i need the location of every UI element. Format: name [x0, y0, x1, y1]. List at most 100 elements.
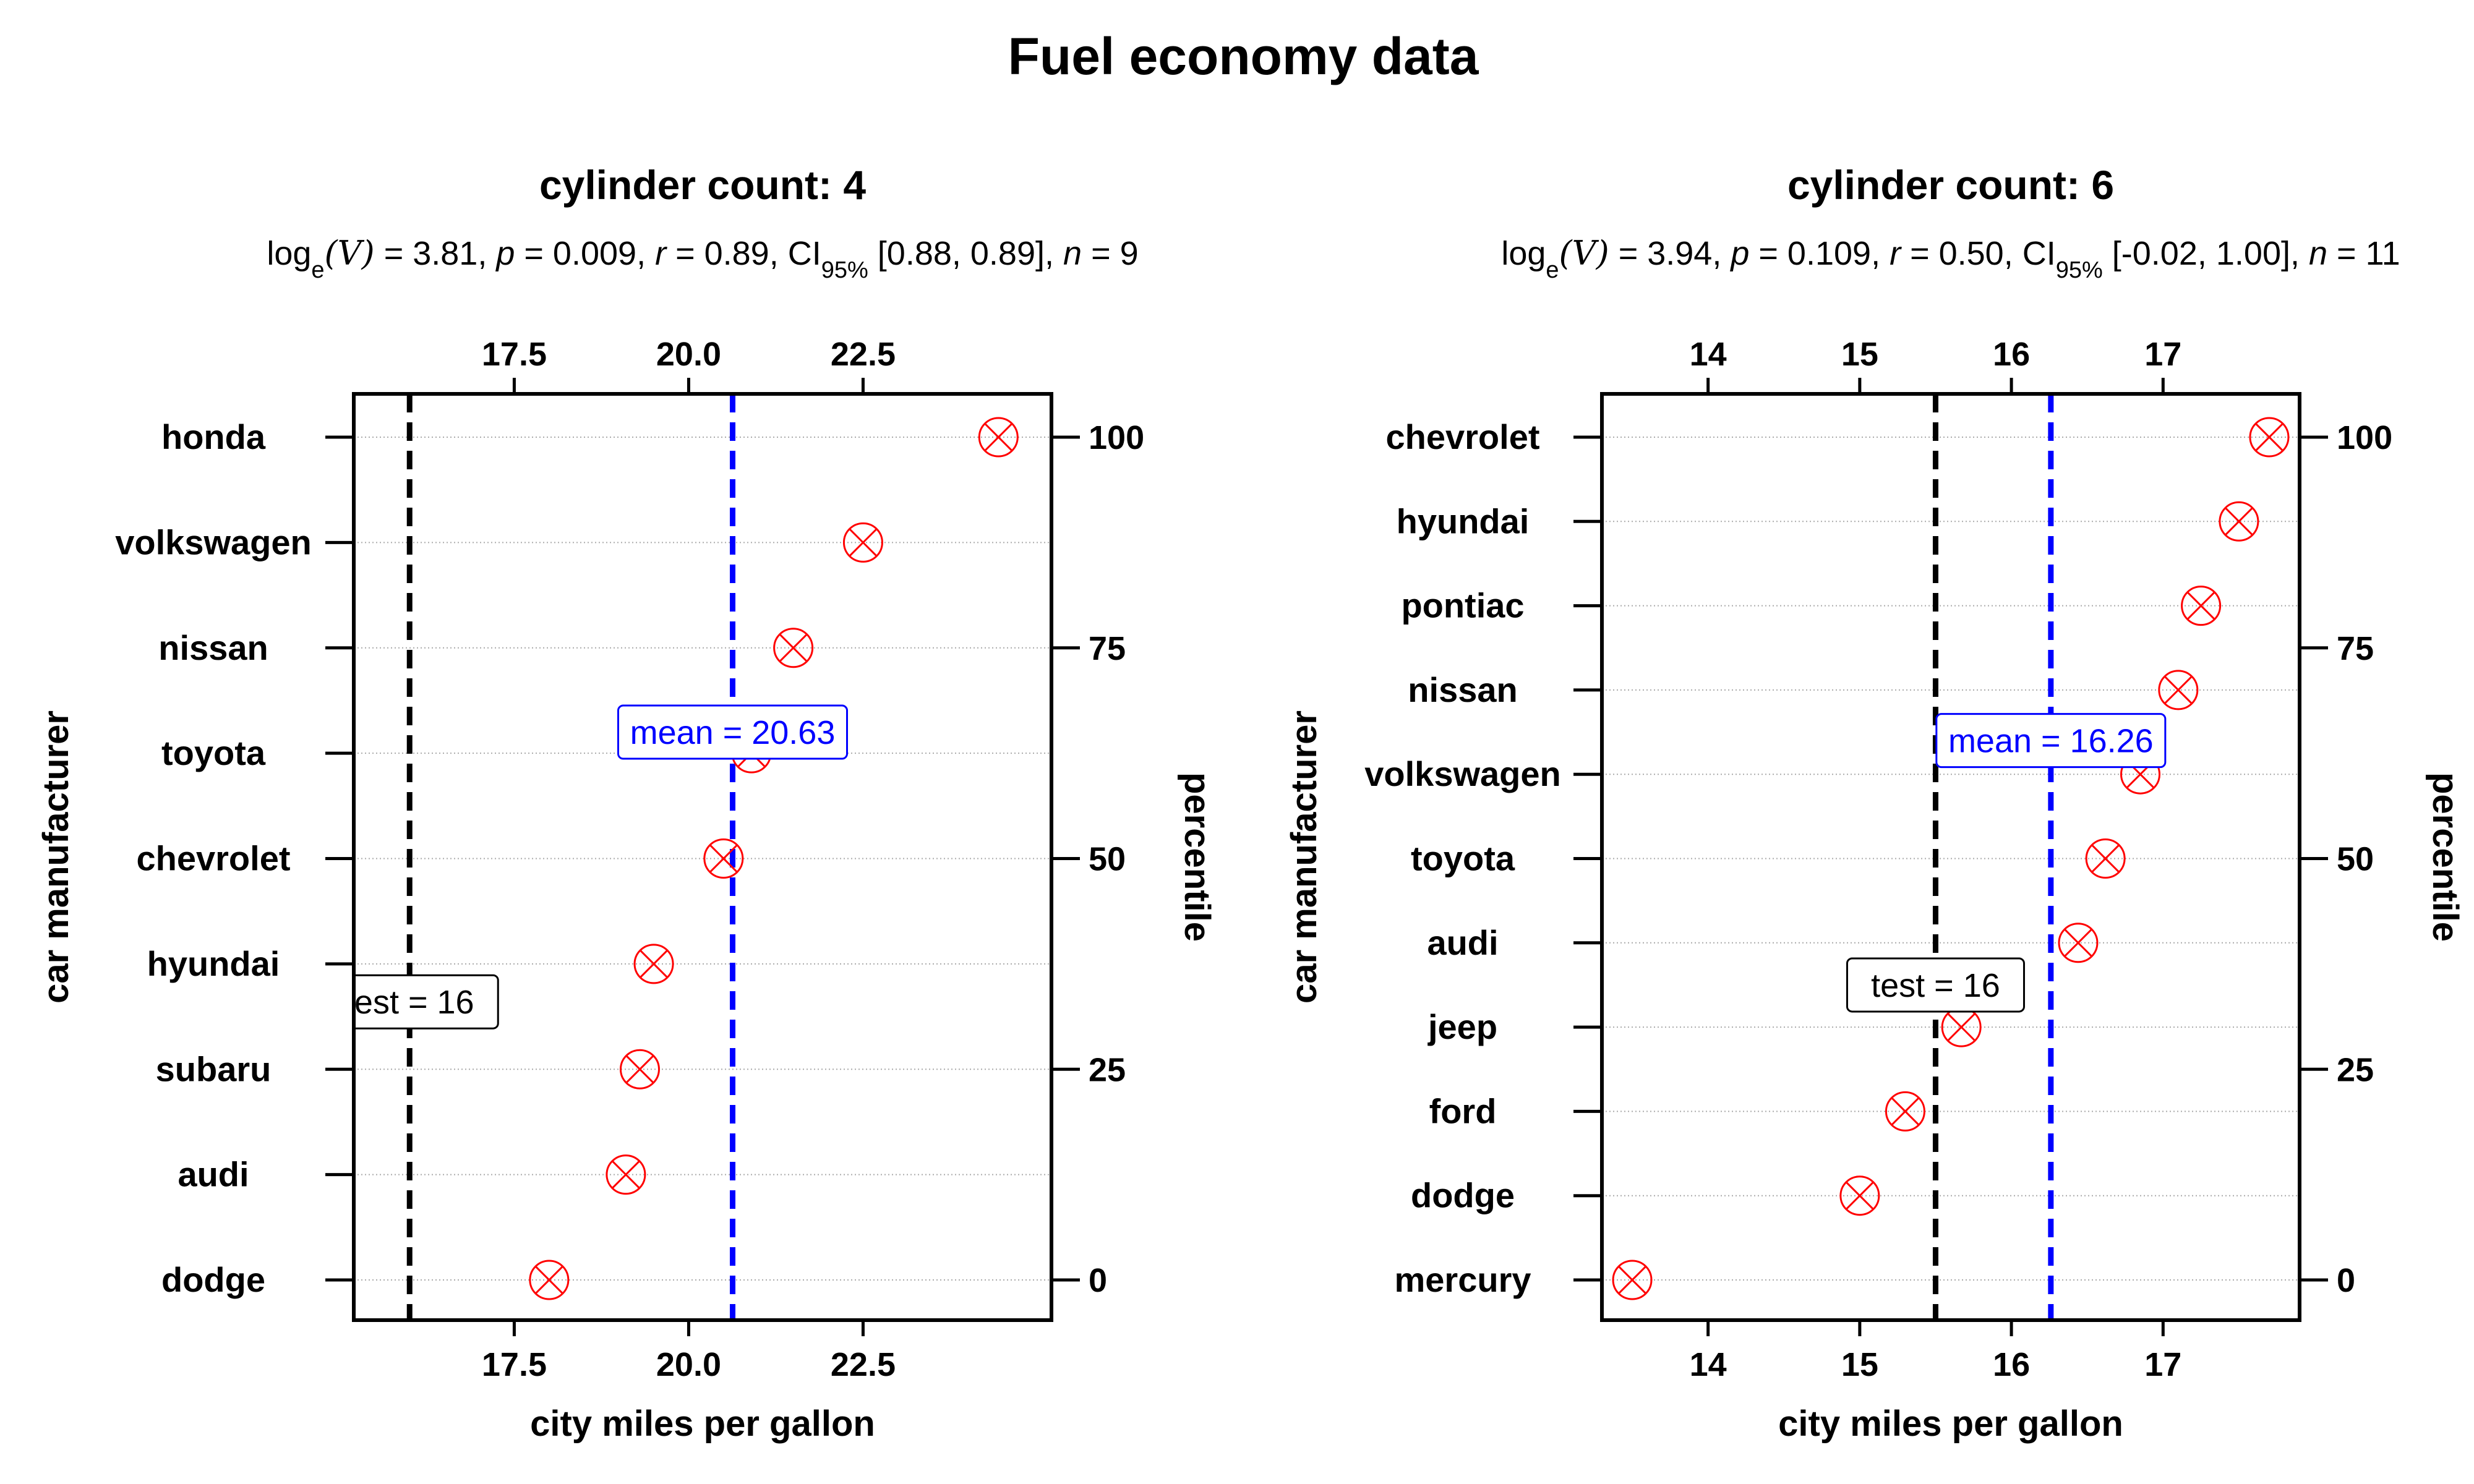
- y-tick-label: toyota: [161, 733, 266, 772]
- y-axis-label: car manufacturer: [36, 710, 76, 1004]
- y2-axis-label: percentile: [1177, 772, 1217, 942]
- point-circle: [2219, 501, 2259, 542]
- x-tick-label-bottom: 20.0: [656, 1346, 721, 1383]
- point-circle: [619, 1049, 660, 1090]
- point-cross: [2224, 506, 2254, 536]
- point-circle: [703, 838, 744, 879]
- y2-tick-label: 50: [2337, 841, 2374, 878]
- point-cross: [2164, 675, 2193, 705]
- point-cross: [2091, 844, 2120, 873]
- data-point: [842, 522, 883, 563]
- point-cross: [1946, 1012, 1976, 1042]
- panel-2: cylinder count: 6 loge(V) = 3.94, p = 0.1…: [1284, 162, 2465, 1444]
- stat-p-value: = 0.109,: [1749, 235, 1890, 272]
- point-circle: [773, 628, 814, 668]
- point-circle: [606, 1154, 646, 1195]
- x-tick-label-bottom: 16: [1993, 1346, 2030, 1383]
- y2-tick-label: 50: [1089, 841, 1126, 878]
- point-cross: [1845, 1181, 1875, 1211]
- y-tick-label: dodge: [161, 1260, 265, 1299]
- stat-log-arg: (V): [1559, 234, 1609, 273]
- y-tick-label: jeep: [1427, 1007, 1497, 1046]
- y-tick-label: audi: [1427, 923, 1498, 962]
- stat-n-label: n: [1063, 235, 1082, 272]
- data-point: [1885, 1091, 1925, 1132]
- stat-log-subscript: e: [311, 257, 324, 283]
- stat-r-value: = 0.50,: [1901, 235, 2022, 272]
- y-tick-label: pontiac: [1401, 586, 1524, 625]
- point-circle: [2181, 586, 2222, 626]
- stat-line: loge(V) = 3.81, p = 0.009, r = 0.89, CI9…: [267, 234, 1138, 283]
- x-tick-label-bottom: 14: [1690, 1346, 1727, 1383]
- point-circle: [1885, 1091, 1925, 1132]
- y2-tick-label: 0: [1089, 1262, 1107, 1299]
- y2-tick-label: 100: [2337, 419, 2392, 456]
- stat-ci-subscript: 95%: [2056, 257, 2103, 283]
- plot-frame: [1600, 392, 2301, 1322]
- data-point: [529, 1260, 570, 1300]
- stat-log-label: log: [1501, 235, 1546, 272]
- point-circle: [2085, 838, 2126, 879]
- test-label-box: [354, 974, 499, 1030]
- stat-r-label: r: [655, 235, 667, 272]
- point-cross: [639, 949, 669, 979]
- point-cross: [1617, 1265, 1647, 1295]
- data-point: [703, 838, 744, 879]
- stat-ci-label: CI: [2022, 235, 2056, 272]
- y-tick-label: mercury: [1394, 1260, 1531, 1299]
- point-cross: [983, 422, 1013, 452]
- y2-axis-label: percentile: [2425, 772, 2465, 942]
- stat-n-value: = 11: [2327, 235, 2400, 272]
- y2-tick-label: 75: [2337, 630, 2374, 667]
- x-tick-label-bottom: 22.5: [831, 1346, 896, 1383]
- x-tick-label-top: 16: [1993, 336, 2030, 373]
- y-tick-label: dodge: [1411, 1176, 1515, 1215]
- data-point: [1839, 1175, 1880, 1216]
- point-circle: [978, 417, 1019, 458]
- point-cross: [849, 527, 878, 557]
- x-axis-label: city miles per gallon: [530, 1404, 875, 1444]
- x-tick-label-top: 14: [1690, 336, 1727, 373]
- stat-n-value: = 9: [1082, 235, 1139, 272]
- chart-title: Fuel economy data: [1008, 27, 1479, 85]
- point-circle: [2158, 670, 2199, 710]
- y-tick-label: toyota: [1411, 839, 1515, 878]
- data-point: [2181, 586, 2222, 626]
- mean-label-box: [617, 704, 849, 760]
- y-tick-label: hyundai: [1397, 501, 1530, 540]
- stat-p-label: p: [495, 235, 515, 272]
- y2-tick-label: 25: [1089, 1051, 1126, 1088]
- stat-log-label: log: [267, 235, 311, 272]
- stat-line: loge(V) = 3.94, p = 0.109, r = 0.50, CI9…: [1501, 234, 2400, 283]
- point-circle: [2249, 417, 2290, 458]
- data-point: [619, 1049, 660, 1090]
- x-tick-label-top: 17: [2144, 336, 2181, 373]
- point-cross: [611, 1160, 641, 1190]
- x-tick-label-top: 15: [1841, 336, 1878, 373]
- y-axis-label: car manufacturer: [1284, 710, 1324, 1004]
- point-cross: [625, 1054, 654, 1084]
- stat-p-value: = 0.009,: [515, 235, 655, 272]
- x-tick-label-top: 22.5: [831, 336, 896, 373]
- point-circle: [1612, 1260, 1653, 1300]
- y-tick-label: ford: [1429, 1091, 1497, 1130]
- mean-label-text: mean = 16.26: [1948, 723, 2154, 760]
- stat-log-subscript: e: [1546, 257, 1559, 283]
- stat-log-value: = 3.81,: [375, 235, 497, 272]
- test-label-box: [1846, 957, 2025, 1013]
- y-tick-label: chevrolet: [137, 839, 291, 878]
- point-cross: [2063, 928, 2093, 958]
- point-circle: [633, 944, 674, 984]
- y-tick-label: hyundai: [147, 944, 280, 983]
- data-point: [606, 1154, 646, 1195]
- y-tick-label: nissan: [1408, 670, 1517, 709]
- y-tick-label: audi: [178, 1155, 249, 1194]
- stat-ci-label: CI: [788, 235, 821, 272]
- mean-label-text: mean = 20.63: [630, 714, 836, 751]
- data-point: [633, 944, 674, 984]
- stat-log-value: = 3.94,: [1609, 235, 1731, 272]
- stat-ci-subscript: 95%: [821, 257, 868, 283]
- y-tick-label: honda: [161, 417, 266, 456]
- y-tick-label: chevrolet: [1386, 417, 1540, 456]
